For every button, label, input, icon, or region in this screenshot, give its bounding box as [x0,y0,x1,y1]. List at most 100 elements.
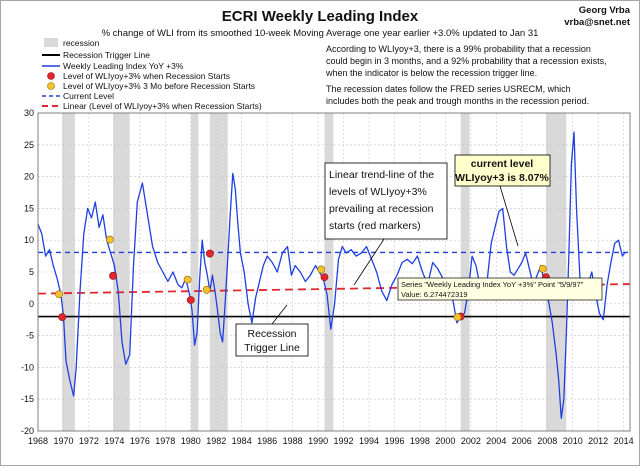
probability-note-line: when the indicator is below the recessio… [325,68,537,78]
y-tick-label: 25 [24,140,34,150]
trend-annotation-box [324,162,448,240]
y-tick-label: -5 [26,331,34,341]
red-marker [109,271,118,280]
x-tick-label: 1992 [334,436,354,446]
current-level-line: current level [471,158,534,170]
x-tick-label: 1980 [181,436,201,446]
x-tick-label: 2000 [435,436,455,446]
trigger-annotation-line: Trigger Line [244,342,300,354]
legend-label-current: Current Level [63,91,114,101]
recession-band [113,113,130,431]
chart-title: ECRI Weekly Leading Index [222,8,419,25]
x-tick-label: 1996 [384,436,404,446]
recession-band [545,113,567,431]
yellow-marker [55,290,63,299]
data-tooltip: Series "Weekly Leading Index YoY +3%" Po… [397,277,603,301]
yellow-marker [202,285,211,294]
legend: recession Recession Trigger Line Weekly … [42,38,262,111]
x-tick-label: 2014 [614,436,634,446]
probability-note-line: could begin in 3 months, and a 92% proba… [326,56,607,66]
yellow-marker [317,265,326,274]
legend-label-recession: recession [63,38,100,48]
red-marker [205,249,214,258]
x-tick-label: 1994 [359,436,379,446]
linear-trend-line [37,283,631,295]
author-email: vrba@snet.net [564,17,631,28]
author-name: Georg Vrba [579,5,631,16]
yellow-marker [106,235,114,244]
tooltip-box [397,277,603,301]
tooltip-line: Series "Weekly Leading Index YoY +3%" Po… [401,280,584,289]
y-tick-label: 0 [29,299,34,309]
recession-band [324,113,334,431]
current-level-box [454,154,551,187]
x-tick-label: 2004 [486,436,506,446]
yellow-marker [183,275,192,284]
y-tick-label: 5 [29,267,34,277]
trend-annotation-line: prevailing at recession [329,203,434,215]
x-tick-label: 1968 [28,436,48,446]
trend-annotation-line: levels of WLIyoy+3% [329,186,427,198]
y-tick-label: 30 [24,108,34,118]
x-tick-label: 1974 [104,436,124,446]
x-tick-label: 1990 [308,436,328,446]
red-marker [320,273,329,281]
x-tick-label: 1970 [53,436,73,446]
yellow-marker [453,313,462,322]
trigger-annotation: Recession Trigger Line [235,304,309,357]
fred-note-line: The recession dates follow the FRED seri… [326,84,571,94]
red-marker [186,296,195,304]
y-tick-label: -15 [21,394,34,404]
x-tick-label: 2006 [512,436,532,446]
y-tick-label: 10 [24,235,34,245]
x-tick-label: 1976 [130,436,150,446]
x-tick-label: 2002 [461,436,481,446]
x-tick-label: 1978 [155,436,175,446]
x-tick-label: 1982 [206,436,226,446]
trend-annotation-line: Linear trend-line of the [329,169,434,181]
trend-annotation-pointer [353,238,385,286]
x-tick-label: 2010 [563,436,583,446]
trigger-annotation-line: Recession [247,328,296,340]
legend-label-wli: Weekly Leading Index YoY +3% [63,61,184,71]
legend-label-yellow-marker: Level of WLIyoy+3% 3 Mo before Recession… [63,81,255,91]
trend-annotation: Linear trend-line of the levels of WLIyo… [324,162,448,286]
trigger-annotation-box [235,323,309,357]
x-tick-label: 1988 [283,436,303,446]
x-tick-label: 1984 [232,436,252,446]
yellow-marker [538,264,547,273]
trigger-annotation-pointer [271,304,288,325]
fred-note-line: includes both the peak and trough months… [326,96,589,106]
current-level-pointer [499,185,519,247]
current-level-callout: current level WLIyoy+3 is 8.07% [454,154,551,247]
tooltip-line: Value: 6.274472319 [401,290,468,299]
probability-note: According to WLIyoy+3, there is a 99% pr… [325,44,607,78]
recession-band [460,113,470,431]
fred-note: The recession dates follow the FRED seri… [326,84,589,106]
y-tick-label: 20 [24,172,34,182]
current-level-line: WLIyoy+3 is 8.07% [455,172,549,184]
red-marker [58,313,67,322]
plot-border [37,112,631,432]
x-tick-label: 2008 [537,436,557,446]
x-tick-label: 1972 [79,436,99,446]
legend-label-red-marker: Level of WLIyoy+3% when Recession Starts [63,71,230,81]
y-tick-label: -10 [21,362,34,372]
axis-layer: -20 -15 -10 -5 0 5 10 15 20 25 30 1968 1970 1972 1974 1… [21,108,634,446]
legend-label-trigger: Recession Trigger Line [63,50,150,60]
trend-annotation-line: starts (red markers) [329,220,421,232]
x-tick-label: 1986 [257,436,277,446]
x-tick-label: 2012 [588,436,608,446]
legend-swatch-yellow-marker [47,82,55,90]
legend-swatch-red-marker [47,72,55,80]
chart-subtitle: % change of WLI from its smoothed 10-wee… [102,28,539,39]
y-tick-label: 15 [24,203,34,213]
probability-note-line: According to WLIyoy+3, there is a 99% pr… [326,44,591,54]
legend-label-linear: Linear (Level of WLIyoy+3% when Recessio… [63,101,262,111]
x-tick-label: 1998 [410,436,430,446]
y-tick-label: -20 [21,426,34,436]
legend-swatch-recession [44,38,58,47]
recession-band [62,113,75,431]
